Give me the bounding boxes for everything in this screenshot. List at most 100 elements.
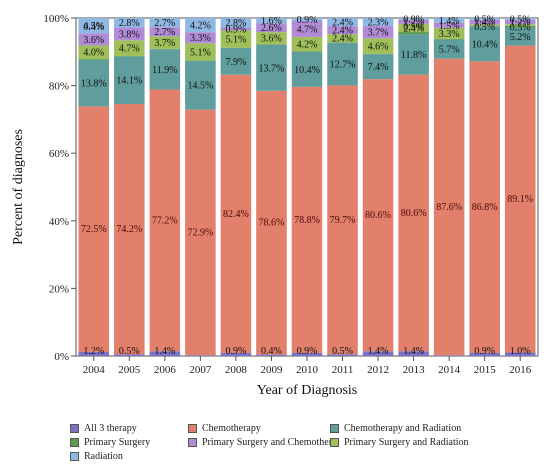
legend-label: Primary Surgery and Chemothera — [202, 437, 337, 448]
data-label: 72.5% — [81, 224, 107, 235]
data-label: 0.5% — [510, 22, 531, 33]
data-label: 1.4% — [154, 346, 175, 357]
x-tick-label: 2010 — [296, 364, 319, 376]
bar-segment — [78, 351, 110, 356]
legend-swatch — [70, 452, 79, 461]
data-label: 14.5% — [187, 81, 213, 92]
data-label: 1.6% — [261, 16, 282, 27]
bar-segment — [504, 25, 536, 28]
x-tick-label: 2006 — [154, 364, 177, 376]
y-axis-title: Percent of diagnoses — [11, 129, 26, 245]
data-label: 86.8% — [472, 202, 498, 213]
data-label: 3.3% — [190, 33, 211, 44]
bar-segment — [149, 36, 181, 49]
bar-segment — [291, 21, 323, 37]
data-label: 0.5% — [332, 346, 353, 357]
bar-segment — [469, 26, 500, 62]
bar-segment — [114, 27, 145, 41]
bar-segment — [469, 61, 500, 353]
legend-label: Chemotherapy — [202, 423, 261, 434]
bar-segment — [469, 19, 500, 25]
data-label: 78.8% — [294, 215, 320, 226]
bar-segment — [504, 19, 536, 25]
bar-segment — [433, 58, 465, 356]
bar-segment — [398, 23, 429, 33]
data-label: 13.7% — [259, 63, 285, 74]
data-label: 1.5% — [439, 21, 460, 32]
bar-segment — [256, 18, 287, 24]
bar-segment — [256, 354, 287, 356]
data-label: 7.4% — [368, 62, 389, 73]
data-label: 0.4% — [83, 22, 104, 33]
bar-segment — [398, 18, 429, 20]
bar-segment — [220, 18, 252, 28]
data-label: 4.2% — [297, 40, 318, 51]
bars-layer — [78, 18, 536, 356]
data-label: 10.4% — [294, 65, 320, 76]
data-label: 80.6% — [365, 210, 391, 221]
data-label: 4.6% — [368, 42, 389, 53]
x-tick-label: 2014 — [438, 364, 461, 376]
bar-segment — [256, 44, 287, 45]
bar-segment — [433, 39, 465, 59]
data-label: 0.4% — [261, 346, 282, 357]
data-label: 1.4% — [368, 346, 389, 357]
bar-segment — [149, 18, 181, 28]
x-tick-label: 2007 — [189, 364, 212, 376]
data-label: 1.4% — [439, 16, 460, 27]
y-tick-label: 60% — [49, 148, 69, 160]
bar-segment — [256, 44, 287, 91]
bar-segment — [362, 25, 394, 39]
bar-segment — [114, 18, 145, 28]
y-tick-label: 40% — [49, 216, 69, 228]
bar-segment — [327, 26, 358, 35]
bar-segment — [291, 51, 323, 52]
bar-segment — [78, 106, 110, 352]
legend-swatch — [330, 438, 339, 447]
bar-segment — [433, 27, 465, 39]
x-axis-title: Year of Diagnosis — [257, 383, 357, 398]
data-labels-layer: 1.2% 72.5% 13.8% 4.0% 3.6% 4.5% 0.5% 74.2% 14.1%… — [81, 14, 533, 357]
bar-segment — [327, 34, 358, 43]
data-label: 3.7% — [368, 28, 389, 39]
bar-segment — [327, 85, 358, 355]
data-label: 4.7% — [119, 44, 140, 55]
bar-segment — [220, 74, 252, 353]
data-label: 1.2% — [510, 17, 531, 28]
data-label: 2.4% — [332, 26, 353, 37]
bar-segment — [220, 48, 252, 75]
legend-item: Primary Surgery and Chemothera — [188, 437, 337, 448]
data-label: 1.2% — [403, 17, 424, 28]
bar-segment — [398, 74, 429, 352]
data-label: 14.1% — [116, 76, 142, 87]
data-label: 0.5% — [474, 14, 495, 25]
x-tick-label: 2012 — [367, 364, 389, 376]
bar-segment — [291, 352, 323, 356]
data-label: 89.1% — [507, 194, 533, 205]
legend-item: Chemotherapy and Radiation — [330, 423, 461, 434]
data-label: 4.7% — [297, 24, 318, 35]
bar-segment — [78, 45, 110, 59]
bar-segment — [469, 24, 500, 27]
x-tick-label: 2013 — [403, 364, 426, 376]
data-label: 74.2% — [116, 224, 142, 235]
bar-segment — [433, 355, 465, 356]
data-label: 2.7% — [154, 18, 175, 29]
data-label: 2.8% — [226, 18, 247, 29]
bar-segment — [327, 18, 358, 27]
bar-segment — [185, 18, 216, 33]
legend-label: Chemotherapy and Radiation — [344, 423, 462, 434]
legend-swatch — [188, 424, 197, 433]
data-label: 80.6% — [401, 208, 427, 219]
data-label: 72.9% — [187, 227, 213, 238]
legend-item: Primary Surgery — [70, 437, 150, 448]
x-axis-ticks: 2004 2005 2006 2007 2008 2009 2010 2011 2012 2013… — [83, 356, 532, 376]
data-label: 0.5% — [403, 22, 424, 33]
data-label: 0.9% — [297, 15, 318, 26]
bar-segment — [149, 89, 181, 352]
data-label: 10.4% — [472, 39, 498, 50]
data-label: 1.4% — [474, 18, 495, 29]
bar-segment — [504, 18, 536, 20]
legend-swatch — [330, 424, 339, 433]
data-label: 82.4% — [223, 209, 249, 220]
